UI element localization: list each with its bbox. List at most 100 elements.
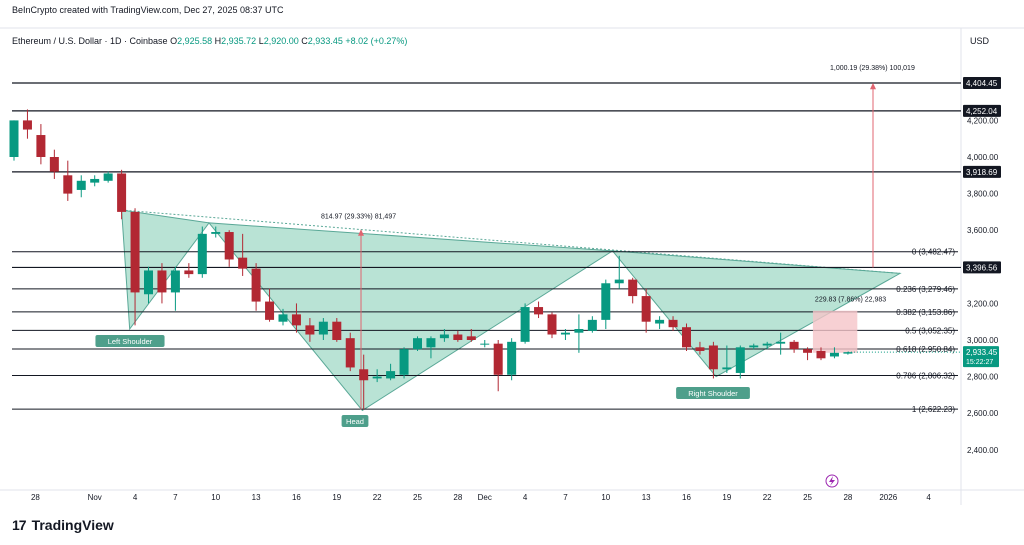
candle-body	[735, 347, 745, 373]
countdown-label: 15:22:27	[966, 359, 993, 366]
candle-body	[695, 347, 705, 351]
target-label: 1,000.19 (29.38%) 100,019	[830, 65, 915, 72]
head-label-bg	[341, 415, 369, 427]
candle-body	[722, 367, 732, 370]
candle-body	[76, 180, 86, 190]
candle-body	[265, 301, 275, 320]
x-tick-label: 19	[722, 493, 731, 502]
candle-body	[291, 314, 301, 326]
y-tick-label: 3,200.00	[967, 299, 999, 308]
tradingview-logo-text: TradingView	[31, 517, 114, 533]
tradingview-logo-mark-icon: 17	[12, 517, 27, 533]
candle-body	[386, 371, 396, 379]
candle-body	[655, 319, 665, 324]
x-tick-label: 4	[926, 493, 931, 502]
y-tick-label: 3,800.00	[967, 190, 999, 199]
x-tick-label: Nov	[88, 493, 102, 502]
candle-body	[426, 338, 436, 348]
candle-body	[9, 120, 19, 157]
candle-body	[36, 135, 46, 157]
close-label: C	[301, 36, 308, 46]
candle-body	[251, 268, 261, 302]
low-value: 2,920.00	[263, 36, 299, 46]
price-level-tag	[963, 261, 1001, 274]
x-tick-label: 13	[642, 493, 651, 502]
current-price-tag	[963, 346, 999, 368]
candle-body	[224, 232, 234, 260]
candle-body	[278, 314, 288, 322]
candle-body	[345, 338, 355, 368]
candle-body	[49, 157, 59, 172]
candle-body	[628, 279, 638, 297]
x-tick-label: 13	[252, 493, 261, 502]
candle-body	[507, 341, 517, 375]
candle-body	[560, 332, 570, 335]
candle-body	[117, 173, 127, 212]
head-depth-label: 814.97 (29.33%) 81,497	[321, 213, 396, 220]
candle-body	[211, 232, 221, 234]
price-level-label: 4,404.45	[966, 79, 998, 88]
left-shoulder-label: Left Shoulder	[108, 337, 153, 346]
y-tick-label: 3,000.00	[967, 336, 999, 345]
candle-body	[466, 336, 476, 340]
candle-body	[63, 175, 73, 194]
current-price-label: 2,933.45	[966, 348, 998, 357]
lightning-icon[interactable]	[825, 474, 839, 488]
low-label: L	[258, 36, 264, 46]
x-tick-label: 7	[563, 493, 568, 502]
candle-body	[197, 233, 207, 275]
fib-label: 0.382 (3,153.86)	[896, 308, 955, 317]
candle-body	[789, 341, 799, 350]
price-level-label: 3,918.69	[966, 168, 998, 177]
x-tick-label: 4	[133, 493, 138, 502]
candle-body	[22, 120, 32, 130]
fib-label: 0.786 (2,806.32)	[896, 371, 955, 380]
price-level-tag	[963, 165, 1001, 178]
open-label: O	[170, 36, 178, 46]
x-tick-label: 4	[523, 493, 528, 502]
candle-body	[776, 341, 786, 344]
candle-body	[520, 307, 530, 342]
price-level-tag	[963, 104, 1001, 117]
right-shoulder-label: Right Shoulder	[688, 389, 738, 398]
candle-body	[399, 349, 409, 375]
candle-body	[601, 283, 611, 320]
target-arrow-icon	[870, 82, 876, 90]
fib-label: 1 (2,622.23)	[912, 405, 955, 414]
currency-label[interactable]: USD	[970, 36, 990, 46]
x-tick-label: 7	[173, 493, 178, 502]
candle-body	[413, 338, 422, 350]
candle-body	[534, 307, 544, 315]
head-depth-arrow-icon	[358, 229, 365, 236]
left-shoulder-label-bg	[95, 335, 165, 347]
fib-label: 0.5 (3,052.35)	[905, 326, 955, 335]
candle-body	[708, 345, 718, 370]
candle-body	[238, 257, 248, 269]
x-tick-label: 10	[601, 493, 610, 502]
x-tick-label: 22	[763, 493, 772, 502]
x-tick-label: 2026	[879, 493, 897, 502]
left-shoulder-triangle	[121, 209, 210, 331]
tradingview-logo: 17 TradingView	[12, 517, 114, 533]
price-level-label: 4,252.04	[966, 107, 998, 116]
candle-body	[493, 343, 503, 375]
fib-label: 0 (3,482.47)	[912, 248, 955, 257]
high-label: H	[214, 36, 222, 46]
candle-body	[90, 178, 100, 183]
candle-body	[332, 321, 342, 340]
candle-body	[682, 327, 691, 348]
x-tick-label: 16	[682, 493, 691, 502]
candle-body	[318, 321, 328, 335]
symbol-name[interactable]: Ethereum / U.S. Dollar · 1D · Coinbase	[12, 36, 168, 46]
symbol-info-bar: Ethereum / U.S. Dollar · 1D · Coinbase O…	[12, 36, 407, 46]
candle-body	[547, 314, 557, 335]
head-label: Head	[346, 417, 364, 426]
candle-body	[574, 329, 584, 333]
y-tick-label: 2,800.00	[967, 373, 999, 382]
x-tick-label: 16	[292, 493, 301, 502]
fib-label: 0.236 (3,279.46)	[896, 285, 955, 294]
candle-body	[749, 345, 759, 348]
candle-body	[803, 349, 813, 353]
y-tick-label: 2,400.00	[967, 446, 999, 455]
